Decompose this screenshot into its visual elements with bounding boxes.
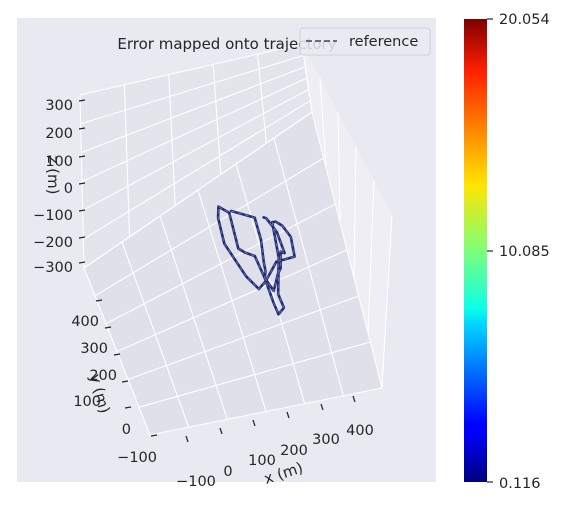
x-tick-label: 200	[280, 443, 308, 459]
side-grid-line	[353, 146, 357, 278]
floor-grid-line-b	[149, 387, 383, 436]
back-grid-line-h	[81, 66, 306, 154]
z-tick-label: 0	[64, 181, 73, 197]
legend-label-reference: reference	[349, 34, 418, 50]
z-tick-mark	[78, 236, 86, 239]
z-tick-mark	[78, 182, 86, 185]
y-tick-mark	[113, 353, 121, 356]
x-tick-label: 400	[346, 423, 374, 439]
back-pane	[80, 44, 312, 268]
floor-pane	[84, 112, 382, 435]
floor-grid-line-b	[94, 157, 324, 297]
colorbar-gradient	[464, 19, 487, 482]
colorbar-label-mid: 10.085	[499, 244, 550, 260]
x-tick-mark	[320, 403, 324, 411]
trajectory	[216, 205, 296, 316]
x-tick-label: 100	[248, 453, 276, 469]
side-grid-line	[367, 180, 375, 333]
y-tick-label: −100	[117, 450, 157, 466]
back-grid-line-h	[83, 100, 311, 240]
y-tick-label: 300	[80, 341, 108, 357]
side-grid-line	[319, 78, 327, 168]
x-tick-mark	[352, 395, 356, 403]
colorbar-label-max: 20.054	[499, 12, 550, 28]
x-tick-label: −100	[176, 474, 216, 490]
chart-title: Error mapped onto trajectory	[117, 35, 336, 53]
y-tick-mark	[121, 380, 129, 383]
floor-grid-line-b	[127, 295, 359, 380]
x-tick-mark	[286, 411, 290, 419]
colorbar: 20.054 10.085 0.116	[464, 12, 550, 492]
floor-grid-line-b	[116, 249, 348, 353]
x-tick-mark	[219, 427, 223, 435]
y-tick-label: 100	[73, 394, 101, 410]
x-tick-mark	[185, 435, 189, 443]
grid-lines	[79, 43, 393, 436]
back-grid-line-v	[79, 94, 85, 269]
z-tick-mark	[78, 209, 86, 212]
y-tick-label: 200	[89, 368, 117, 384]
reference-line	[217, 205, 296, 316]
floor-grid-line-b	[138, 341, 371, 408]
back-grid-line-h	[80, 54, 304, 125]
z-tick-label: 200	[45, 126, 73, 142]
legend: reference	[299, 27, 431, 56]
z-tick-label: −100	[33, 208, 73, 224]
z-tick-mark	[78, 99, 86, 102]
y-tick-label: 0	[122, 422, 131, 438]
z-tick-label: 300	[45, 98, 73, 114]
y-tick-mark	[124, 406, 132, 409]
side-grid-line	[337, 112, 341, 223]
axis-ticks: 3002001000−100−200−300−1000100200300400−…	[33, 98, 374, 490]
back-grid-line-v	[257, 54, 267, 144]
x-tick-label: 300	[312, 432, 340, 448]
x-tick-mark	[252, 419, 256, 427]
back-grid-line-v	[212, 64, 222, 175]
side-grid-line	[381, 214, 393, 389]
y-tick-mark	[104, 326, 112, 329]
back-grid-line-v	[123, 84, 131, 237]
back-grid-line-h	[79, 43, 303, 96]
floor-grid-line-b	[83, 111, 313, 269]
legend-box	[299, 27, 431, 56]
z-tick-label: −200	[33, 235, 73, 251]
y-tick-mark	[150, 434, 158, 437]
z-tick-mark	[78, 155, 86, 158]
z-axis-label: z (m)	[44, 156, 62, 195]
floor-grid-line-b	[105, 203, 336, 325]
z-tick-label: 100	[45, 154, 73, 170]
z-tick-mark	[78, 127, 86, 130]
back-grid-line-v	[168, 74, 176, 206]
x-tick-label: 0	[223, 464, 232, 480]
y-tick-label: 400	[71, 314, 99, 330]
colorbar-label-min: 0.116	[499, 476, 541, 492]
z-tick-label: −300	[33, 260, 73, 276]
back-grid-line-h	[82, 88, 309, 211]
back-grid-line-h	[81, 77, 308, 182]
y-tick-mark	[95, 299, 103, 302]
z-tick-mark	[78, 261, 86, 264]
